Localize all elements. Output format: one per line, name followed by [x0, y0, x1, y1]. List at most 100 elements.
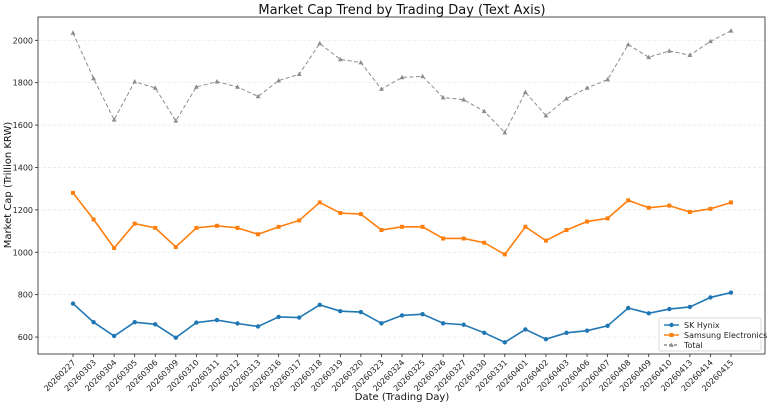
data-point: [112, 246, 117, 251]
legend-marker: [669, 333, 674, 337]
data-point: [728, 28, 734, 33]
data-point: [338, 211, 343, 216]
data-point: [70, 30, 76, 35]
data-point: [625, 41, 631, 47]
series-1: [71, 190, 733, 257]
data-point: [729, 200, 733, 205]
data-point: [646, 205, 651, 210]
y-tick-label: 1600: [13, 121, 33, 130]
legend-item: Total: [664, 341, 703, 350]
data-point: [296, 71, 302, 77]
data-point: [482, 330, 487, 336]
data-point: [564, 96, 569, 101]
data-point: [585, 219, 590, 224]
data-point: [543, 336, 549, 342]
data-point: [193, 84, 199, 89]
legend-label: Samsung Electronics: [684, 331, 767, 340]
data-point: [400, 224, 404, 229]
data-point: [379, 86, 384, 91]
data-point: [543, 238, 548, 243]
legend-item: SK Hynix: [664, 321, 720, 330]
legend-item: Samsung Electronics: [664, 331, 767, 340]
data-point: [399, 74, 405, 80]
data-point: [708, 206, 713, 211]
data-point: [296, 315, 302, 320]
data-point: [194, 225, 199, 230]
y-tick-label: 600: [18, 333, 33, 342]
data-point: [317, 302, 322, 308]
data-point: [358, 309, 364, 315]
series-2: [70, 28, 734, 135]
series-layer: [70, 28, 734, 345]
data-point: [276, 314, 281, 320]
data-point: [523, 327, 528, 332]
data-point: [358, 212, 363, 217]
data-point: [235, 321, 240, 326]
data-point: [379, 321, 384, 326]
data-point: [214, 317, 220, 323]
data-point: [564, 330, 569, 336]
data-point: [687, 209, 692, 214]
data-point: [338, 308, 343, 314]
x-axis-label: Date (Trading Day): [355, 392, 450, 403]
legend-box: [658, 317, 762, 352]
data-point: [605, 76, 611, 82]
data-point: [543, 112, 549, 118]
data-point: [91, 75, 96, 81]
data-point: [646, 54, 652, 60]
data-point: [255, 93, 261, 99]
data-point: [235, 225, 240, 230]
y-axis: 600 800 1000 1200 1400 1600 1800 2000: [13, 36, 38, 342]
grid-lines: [38, 39, 765, 338]
data-point: [420, 311, 425, 317]
data-point: [522, 89, 528, 95]
data-point: [502, 129, 508, 135]
data-point: [461, 322, 466, 327]
data-point: [214, 223, 219, 228]
data-point: [152, 85, 158, 90]
data-point: [564, 228, 569, 233]
data-point: [358, 59, 364, 65]
data-point: [687, 304, 693, 310]
y-tick-label: 1000: [13, 248, 33, 257]
series-0: [70, 290, 734, 345]
data-point: [605, 323, 610, 329]
data-point: [153, 225, 158, 230]
data-point: [91, 217, 96, 222]
data-point: [91, 320, 96, 325]
data-point: [70, 301, 76, 306]
data-point: [481, 108, 487, 114]
data-point: [297, 218, 302, 223]
chart-title: Market Cap Trend by Trading Day (Text Ax…: [258, 3, 545, 18]
data-point: [625, 305, 631, 311]
data-point: [626, 198, 631, 203]
data-point: [194, 320, 199, 325]
data-point: [255, 324, 261, 329]
plot-frame: [37, 16, 766, 355]
data-point: [461, 97, 467, 102]
data-point: [276, 224, 281, 229]
data-point: [646, 311, 651, 316]
data-point: [173, 335, 179, 340]
data-point: [317, 40, 323, 46]
data-point: [523, 224, 528, 229]
legend-marker: [669, 342, 674, 347]
data-point: [482, 240, 487, 245]
data-point: [440, 321, 446, 326]
series-line: [72, 30, 732, 134]
data-point: [276, 77, 282, 83]
data-point: [71, 190, 75, 195]
data-point: [666, 48, 672, 53]
data-point: [667, 306, 672, 312]
data-point: [153, 322, 158, 327]
data-point: [502, 340, 508, 345]
data-point: [256, 232, 261, 237]
data-point: [173, 118, 179, 123]
data-point: [708, 295, 713, 300]
data-point: [111, 117, 117, 122]
data-point: [584, 85, 590, 90]
y-tick-label: 1400: [13, 163, 33, 172]
data-point: [441, 236, 446, 241]
